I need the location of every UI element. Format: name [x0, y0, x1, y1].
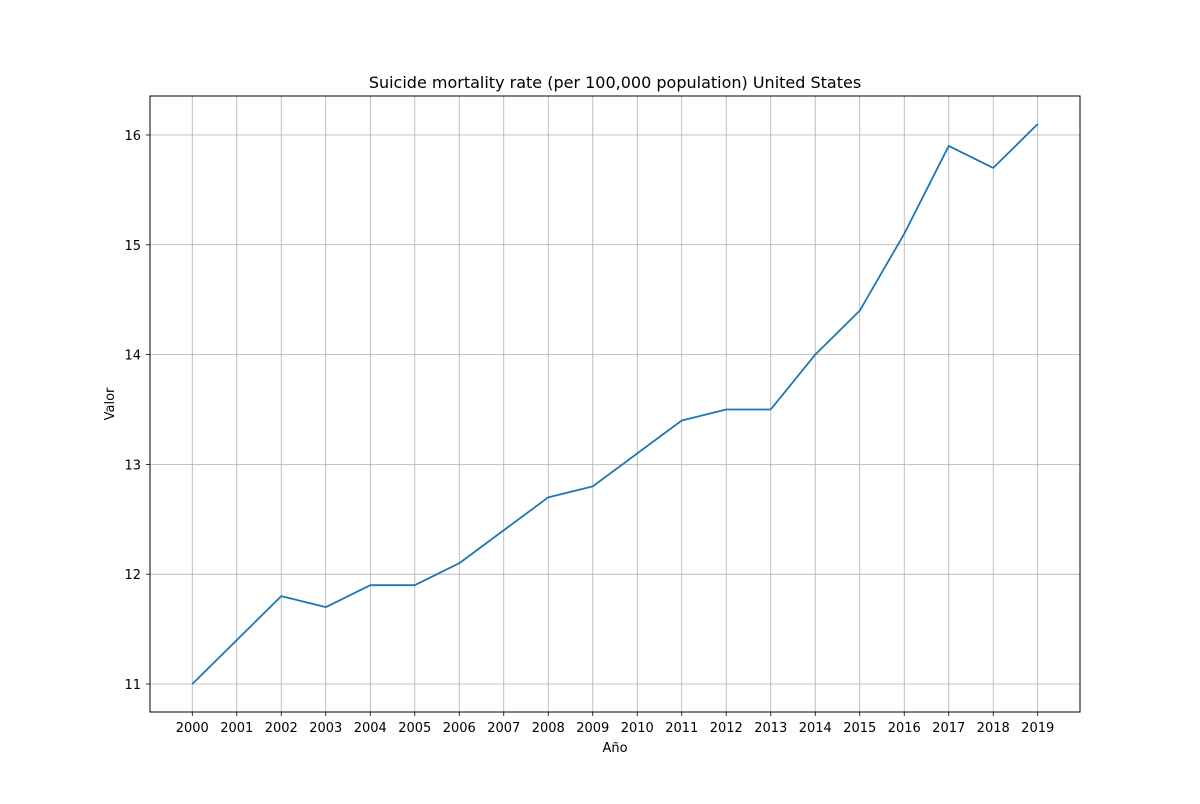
x-tick-label: 2012 [710, 721, 743, 736]
x-tick-label: 2000 [176, 721, 209, 736]
x-tick-label: 2003 [309, 721, 342, 736]
x-tick-label: 2004 [354, 721, 387, 736]
x-tick-label: 2007 [487, 721, 520, 736]
y-tick-label: 12 [124, 568, 141, 583]
x-tick-label: 2010 [621, 721, 654, 736]
x-tick-label: 2006 [443, 721, 476, 736]
x-axis-label: Año [602, 741, 627, 756]
x-tick-label: 2018 [977, 721, 1010, 736]
x-tick-label: 2017 [932, 721, 965, 736]
y-axis-label: Valor [103, 387, 118, 420]
y-tick-label: 13 [124, 458, 141, 473]
y-tick-label: 15 [124, 239, 141, 254]
y-tick-label: 11 [124, 678, 141, 693]
x-tick-label: 2002 [265, 721, 298, 736]
x-tick-label: 2019 [1021, 721, 1054, 736]
x-tick-label: 2013 [754, 721, 787, 736]
y-tick-label: 14 [124, 349, 141, 364]
x-tick-label: 2011 [665, 721, 698, 736]
x-tick-label: 2001 [220, 721, 253, 736]
x-tick-label: 2015 [843, 721, 876, 736]
y-tick-label: 16 [124, 129, 141, 144]
chart-title: Suicide mortality rate (per 100,000 popu… [369, 73, 861, 92]
x-tick-label: 2009 [576, 721, 609, 736]
x-tick-label: 2008 [532, 721, 565, 736]
x-tick-label: 2014 [799, 721, 832, 736]
x-tick-label: 2005 [398, 721, 431, 736]
x-tick-label: 2016 [888, 721, 921, 736]
